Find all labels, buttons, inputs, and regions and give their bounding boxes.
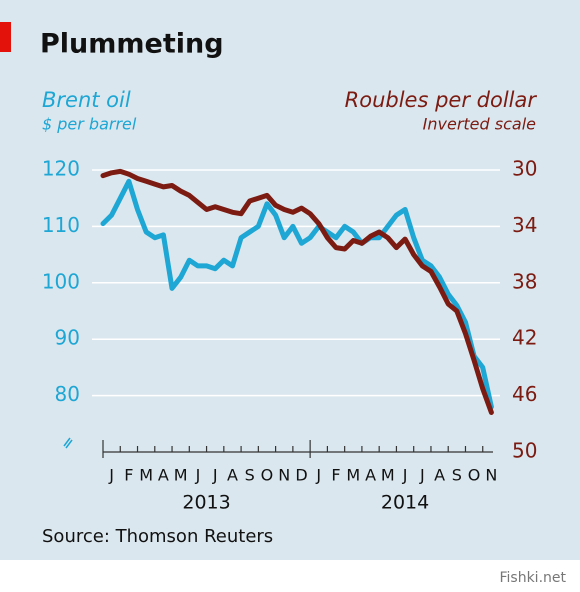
x-tick-label: J	[108, 466, 114, 485]
x-tick-label: J	[419, 466, 425, 485]
x-tick-label: D	[295, 466, 307, 485]
y2-tick-label: 30	[512, 157, 537, 181]
line-series	[100, 168, 494, 415]
y-tick-label: 80	[55, 382, 80, 406]
y-tick-label: 120	[42, 157, 80, 181]
x-tick-label: N	[278, 466, 290, 485]
background	[0, 0, 580, 560]
x-tick-label: A	[158, 466, 169, 485]
x-tick-label: J	[315, 466, 321, 485]
x-tick-label: S	[452, 466, 462, 485]
year-label: 2014	[381, 492, 429, 514]
x-tick-label: J	[212, 466, 218, 485]
y2-axis-unit: Inverted scale	[423, 115, 536, 134]
x-tick-label: M	[381, 466, 395, 485]
y2-tick-label: 38	[512, 269, 537, 293]
line-series	[100, 178, 494, 410]
x-tick-label: F	[331, 466, 340, 485]
x-tick-label: M	[174, 466, 188, 485]
x-tick-label: J	[195, 466, 201, 485]
axis-break	[63, 437, 73, 449]
y2-tick-label: 42	[512, 326, 537, 350]
y2-tick-label: 34	[512, 213, 537, 237]
x-tick-label: M	[346, 466, 360, 485]
year-label: 2013	[182, 492, 230, 514]
x-tick-label: M	[139, 466, 153, 485]
x-tick-label: F	[124, 466, 133, 485]
chart-title: Plummeting	[40, 29, 224, 60]
x-tick-label: N	[485, 466, 497, 485]
watermark: Fishki.net	[499, 570, 566, 586]
y-tick-label: 110	[42, 213, 80, 237]
x-tick-label: A	[227, 466, 238, 485]
x-tick-label: J	[402, 466, 408, 485]
y-tick-label: 90	[55, 326, 80, 350]
x-tick-label: A	[434, 466, 445, 485]
y2-tick-label: 50	[512, 439, 537, 463]
red-tag	[0, 22, 11, 52]
x-tick-label: O	[468, 466, 481, 485]
y-axis-label: Brent oil	[42, 88, 131, 112]
y-axis-unit: $ per barrel	[42, 115, 137, 134]
y-tick-label: 100	[42, 269, 80, 293]
source: Source: Thomson Reuters	[42, 526, 273, 547]
y2-tick-label: 46	[512, 382, 537, 406]
x-tick-label: S	[245, 466, 255, 485]
y2-axis-label: Roubles per dollar	[345, 88, 538, 112]
x-tick-label: A	[365, 466, 376, 485]
x-tick-label: O	[261, 466, 274, 485]
